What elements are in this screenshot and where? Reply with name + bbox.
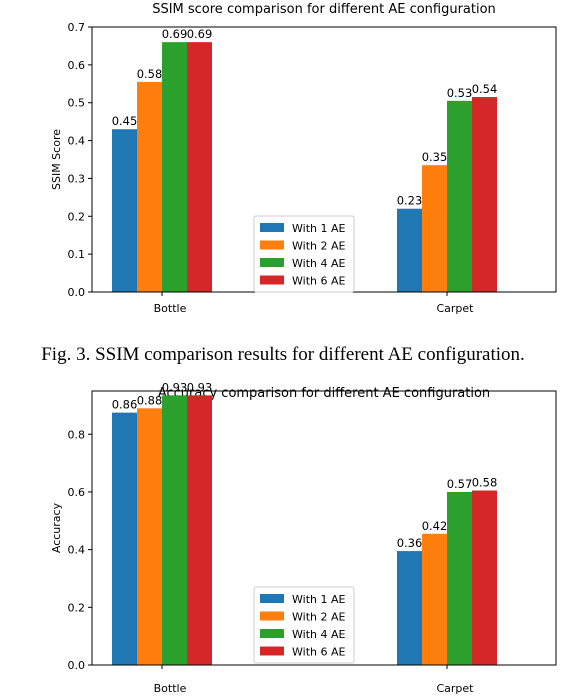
y-tick-label: 0.1 [68,248,86,261]
y-tick-label: 0.0 [68,286,86,299]
chart-title: SSIM score comparison for different AE c… [152,2,496,17]
data-label-with-4-ae-bottle: 0.69 [162,27,188,41]
legend-swatch-with-4-ae [260,629,284,638]
legend-label-with-1-ae: With 1 AE [292,593,345,606]
bar-with-4-ae-carpet [447,100,472,292]
data-label-with-4-ae-bottle: 0.93 [162,380,188,394]
data-label-with-1-ae-bottle: 0.86 [112,398,138,412]
bar-with-6-ae-carpet [472,490,497,665]
legend-label-with-4-ae: With 4 AE [292,257,345,270]
legend-label-with-6-ae: With 6 AE [292,275,345,288]
chart-title: Accuracy comparison for different AE con… [158,386,490,401]
data-label-with-4-ae-carpet: 0.53 [447,86,473,100]
legend-label-with-2-ae: With 2 AE [292,240,345,253]
legend-swatch-with-6-ae [260,275,284,285]
data-label-with-6-ae-bottle: 0.69 [187,27,213,41]
data-label-with-2-ae-carpet: 0.42 [422,519,448,533]
bar-with-4-ae-bottle [162,42,187,293]
bar-with-2-ae-bottle [137,81,162,293]
y-tick-label: 0.2 [68,210,86,223]
x-tick-label-bottle: Bottle [154,682,187,695]
data-label-with-6-ae-bottle: 0.93 [187,380,213,394]
data-label-with-6-ae-carpet: 0.58 [472,476,498,490]
legend-swatch-with-1-ae [260,594,284,603]
legend-swatch-with-2-ae [260,611,284,621]
bar-with-2-ae-carpet [422,165,447,292]
y-tick-label: 0.8 [68,428,86,441]
data-label-with-6-ae-carpet: 0.54 [472,82,498,96]
bar-with-1-ae-bottle [112,412,137,665]
bar-with-4-ae-bottle [162,395,187,665]
y-tick-label: 0.6 [68,59,86,72]
bar-with-1-ae-carpet [397,551,422,665]
y-tick-label: 0.6 [68,486,86,499]
y-tick-label: 0.4 [68,544,86,557]
bar-with-6-ae-bottle [187,42,212,293]
bar-with-4-ae-carpet [447,491,472,665]
legend-swatch-with-2-ae [260,240,284,250]
y-tick-label: 0.7 [68,21,86,34]
bar-with-1-ae-bottle [112,129,137,292]
y-tick-label: 0.3 [68,172,86,185]
legend-swatch-with-6-ae [260,646,284,656]
legend-swatch-with-1-ae [260,223,284,232]
bar-with-1-ae-carpet [397,208,422,292]
x-tick-label-bottle: Bottle [154,302,187,315]
bar-with-2-ae-carpet [422,533,447,665]
data-label-with-4-ae-carpet: 0.57 [447,477,473,491]
data-label-with-2-ae-bottle: 0.58 [137,67,163,81]
y-tick-label: 0.4 [68,135,86,148]
legend-label-with-1-ae: With 1 AE [292,222,345,235]
data-label-with-2-ae-carpet: 0.35 [422,150,448,164]
legend-box [253,215,355,293]
data-label-with-1-ae-carpet: 0.36 [397,536,423,550]
y-axis-label: SSIM Score [50,129,63,190]
y-tick-label: 0.2 [68,601,86,614]
y-axis-label: Accuracy [50,502,63,553]
legend-label-with-6-ae: With 6 AE [292,646,345,659]
legend-box [253,586,355,664]
bar-with-2-ae-bottle [137,408,162,665]
x-tick-label-carpet: Carpet [436,302,474,315]
legend-swatch-with-4-ae [260,258,284,267]
accuracy-chart: Accuracy comparison for different AE con… [50,380,557,695]
data-label-with-2-ae-bottle: 0.88 [137,393,163,407]
legend-label-with-4-ae: With 4 AE [292,628,345,641]
figure-caption: Fig. 3. SSIM comparison results for diff… [41,344,525,365]
ssim-chart: SSIM score comparison for different AE c… [50,2,557,315]
bar-with-6-ae-bottle [187,395,212,665]
y-tick-label: 0.5 [68,97,86,110]
data-label-with-1-ae-carpet: 0.23 [397,194,423,208]
x-tick-label-carpet: Carpet [436,682,474,695]
bar-with-6-ae-carpet [472,97,497,293]
legend-label-with-2-ae: With 2 AE [292,611,345,624]
data-label-with-1-ae-bottle: 0.45 [112,114,138,128]
y-tick-label: 0.0 [68,659,86,672]
plot-frame [91,390,557,666]
